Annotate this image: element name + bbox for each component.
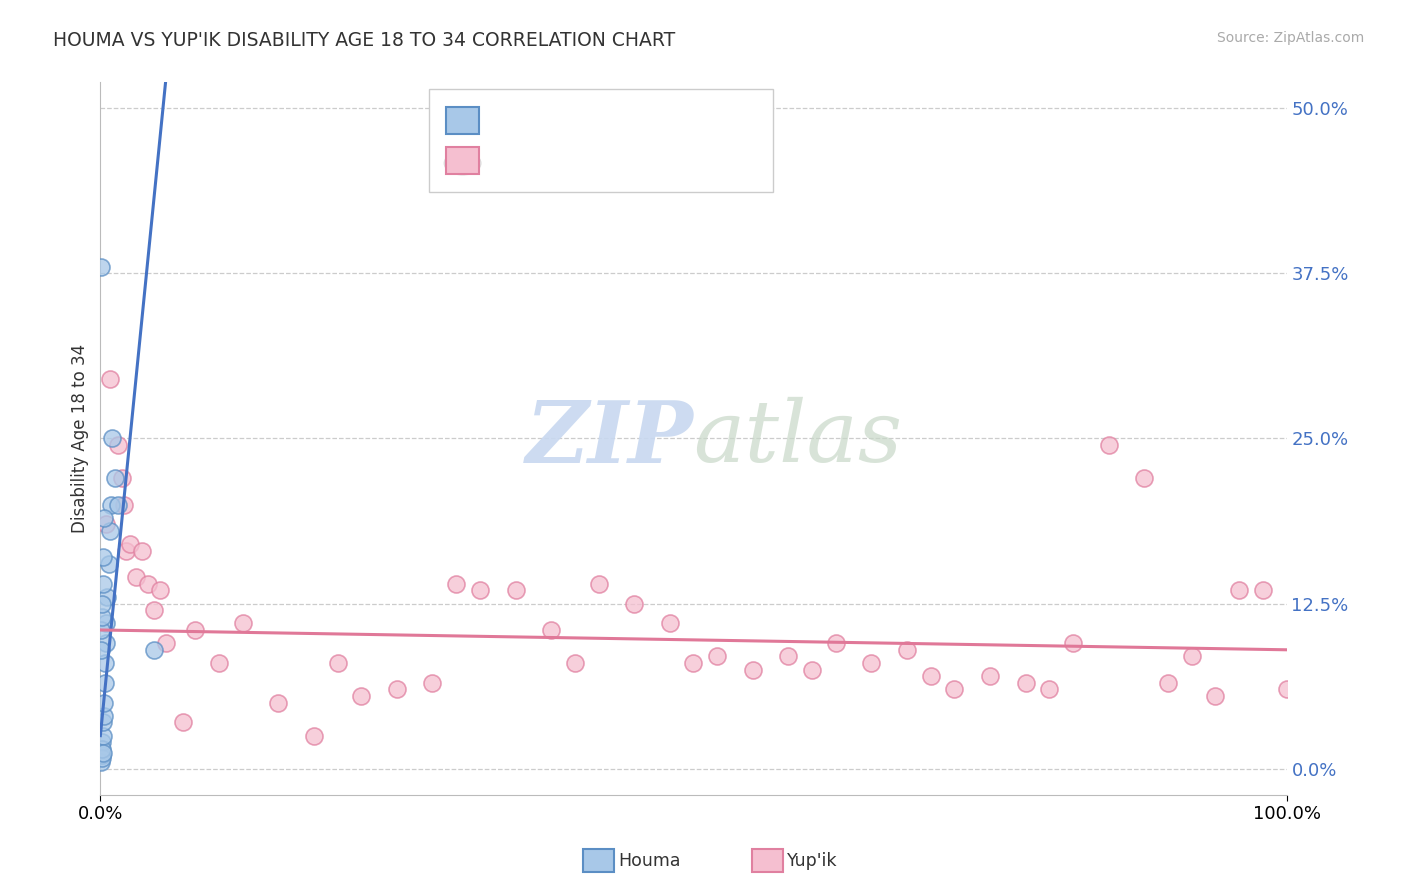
Point	[1098, 438, 1121, 452]
Point	[93, 510, 115, 524]
Point	[90, 748, 112, 763]
Point	[444, 576, 467, 591]
Text: Houma: Houma	[619, 852, 681, 870]
Text: Source: ZipAtlas.com: Source: ZipAtlas.com	[1216, 31, 1364, 45]
Point	[96, 517, 118, 532]
Point	[824, 636, 846, 650]
Text: R = -0.077   N = 53: R = -0.077 N = 53	[488, 149, 681, 169]
Point	[91, 576, 114, 591]
Point	[385, 682, 408, 697]
Point	[103, 471, 125, 485]
Point	[1014, 675, 1036, 690]
Point	[115, 543, 138, 558]
Point	[468, 583, 491, 598]
Point	[540, 623, 562, 637]
Point	[90, 623, 112, 637]
Point	[896, 642, 918, 657]
Point	[588, 576, 610, 591]
Point	[97, 557, 120, 571]
Point	[778, 649, 800, 664]
Point	[91, 715, 114, 730]
Point	[90, 755, 112, 769]
Point	[422, 675, 444, 690]
Point	[142, 603, 165, 617]
Point	[1038, 682, 1060, 697]
Point	[1204, 689, 1226, 703]
Point	[91, 742, 114, 756]
Point	[860, 656, 883, 670]
Point	[93, 675, 115, 690]
Point	[232, 616, 254, 631]
Point	[155, 636, 177, 650]
Text: atlas: atlas	[693, 397, 903, 480]
Point	[142, 642, 165, 657]
Point	[1062, 636, 1084, 650]
Point	[267, 696, 290, 710]
Y-axis label: Disability Age 18 to 34: Disability Age 18 to 34	[72, 344, 89, 533]
Point	[1275, 682, 1298, 697]
Point	[98, 524, 121, 538]
Point	[96, 590, 118, 604]
Point	[91, 729, 114, 743]
Point	[91, 746, 114, 760]
Point	[979, 669, 1001, 683]
Point	[564, 656, 586, 670]
Text: R =  0.802   N = 30: R = 0.802 N = 30	[488, 109, 679, 128]
Point	[184, 623, 207, 637]
Point	[125, 570, 148, 584]
Point	[943, 682, 966, 697]
Point	[658, 616, 681, 631]
Point	[93, 708, 115, 723]
Text: ZIP: ZIP	[526, 397, 693, 480]
Point	[107, 498, 129, 512]
Point	[801, 663, 824, 677]
Point	[706, 649, 728, 664]
Point	[920, 669, 942, 683]
Point	[1227, 583, 1250, 598]
Point	[172, 715, 194, 730]
Point	[94, 656, 117, 670]
Point	[93, 696, 115, 710]
Point	[136, 576, 159, 591]
Text: HOUMA VS YUP'IK DISABILITY AGE 18 TO 34 CORRELATION CHART: HOUMA VS YUP'IK DISABILITY AGE 18 TO 34 …	[53, 31, 676, 50]
Point	[100, 498, 122, 512]
Point	[107, 438, 129, 452]
Point	[91, 550, 114, 565]
Point	[1181, 649, 1204, 664]
Point	[90, 642, 112, 657]
Point	[112, 498, 135, 512]
Point	[1157, 675, 1180, 690]
Point	[90, 260, 112, 274]
Point	[131, 543, 153, 558]
Point	[682, 656, 704, 670]
Point	[505, 583, 527, 598]
Point	[350, 689, 373, 703]
Point	[101, 432, 124, 446]
Point	[326, 656, 349, 670]
Text: Yup'ik: Yup'ik	[787, 852, 838, 870]
Point	[91, 597, 114, 611]
Point	[90, 735, 112, 749]
Point	[1251, 583, 1274, 598]
Point	[1133, 471, 1156, 485]
Point	[96, 616, 118, 631]
Point	[741, 663, 763, 677]
Point	[90, 609, 112, 624]
Point	[118, 537, 141, 551]
Point	[302, 729, 325, 743]
Point	[91, 751, 114, 765]
Point	[623, 597, 645, 611]
Point	[149, 583, 172, 598]
Point	[98, 372, 121, 386]
Point	[208, 656, 231, 670]
Point	[111, 471, 134, 485]
Point	[96, 636, 118, 650]
